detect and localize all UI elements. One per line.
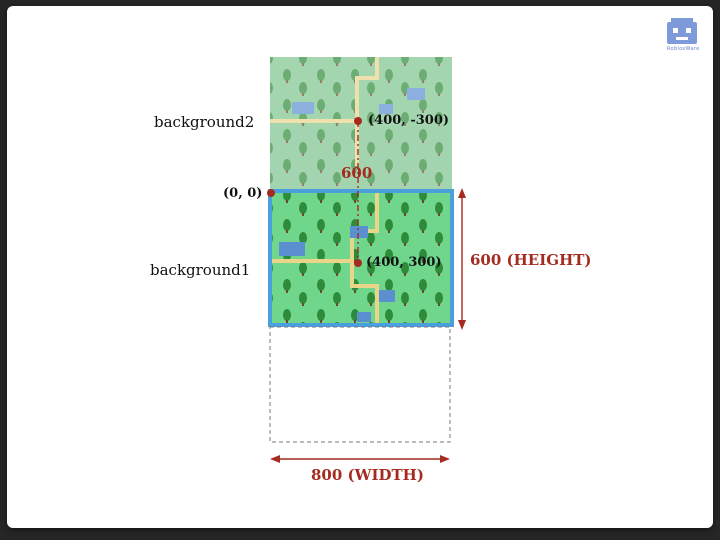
height-arrow bbox=[458, 188, 466, 330]
width-arrow bbox=[270, 455, 450, 463]
bg1-center-coord: (400, 300) bbox=[366, 255, 442, 270]
diagram bbox=[267, 57, 466, 463]
background2-label: background2 bbox=[154, 113, 255, 131]
width-label: 800 (WIDTH) bbox=[311, 466, 424, 484]
origin-coord: (0, 0) bbox=[223, 186, 263, 201]
logo-text: RobloxWare bbox=[667, 46, 700, 52]
height-label: 600 (HEIGHT) bbox=[470, 251, 592, 269]
bg2-center-coord: (400, -300) bbox=[368, 113, 450, 128]
slide: RobloxWare bbox=[7, 6, 713, 528]
bg1-center-point bbox=[354, 259, 362, 267]
empty-frame bbox=[269, 326, 451, 443]
gap-label: 600 bbox=[341, 164, 373, 182]
background1-label: background1 bbox=[150, 261, 251, 279]
background1-map bbox=[268, 189, 454, 327]
background2-map bbox=[270, 57, 452, 191]
bg2-center-point bbox=[354, 117, 362, 125]
origin-point bbox=[267, 189, 275, 197]
